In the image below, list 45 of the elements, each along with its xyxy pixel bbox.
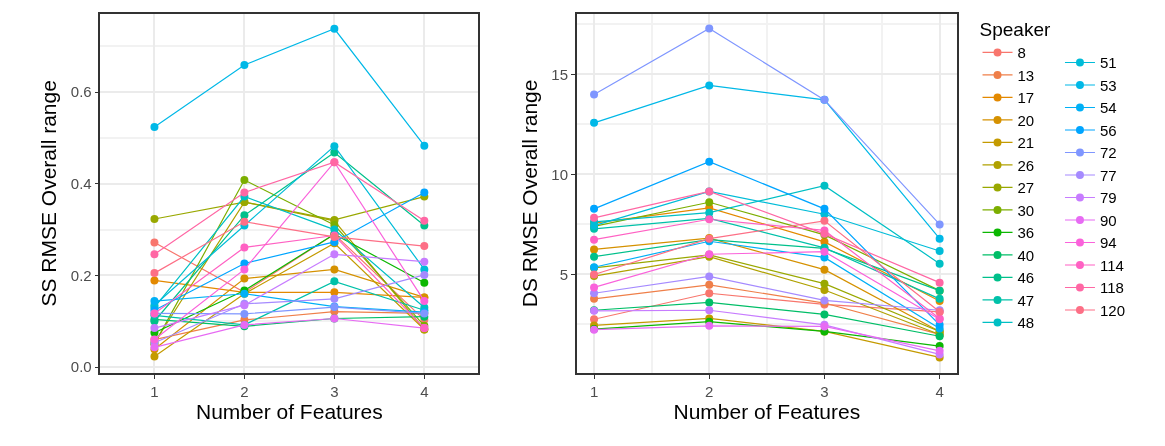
legend-label: 114: [1099, 256, 1124, 274]
x-axis-title: Number of Features: [196, 400, 383, 424]
legend-title: Speaker: [979, 19, 1051, 41]
legend-label: 54: [1099, 99, 1117, 117]
x-axis-title: Number of Features: [673, 400, 861, 424]
x-tick-label: 1: [589, 382, 599, 400]
legend-label: 48: [1017, 314, 1035, 332]
y-tick-label: 0.0: [70, 358, 92, 376]
legend-label: 47: [1017, 291, 1035, 309]
legend-label: 13: [1017, 66, 1035, 84]
x-tick-label: 3: [820, 382, 829, 400]
legend-label: 17: [1017, 89, 1035, 107]
x-tick-label: 3: [330, 382, 339, 400]
y-axis-title: DS RMSE Overall range: [517, 79, 541, 308]
x-tick-label: 4: [935, 382, 944, 400]
y-tick-label: 15: [551, 65, 569, 83]
y-tick-label: 0.6: [70, 83, 92, 101]
legend-label: 36: [1017, 224, 1035, 242]
y-tick-label: 0.4: [70, 174, 92, 192]
x-tick-label: 2: [705, 382, 714, 400]
legend-label: 72: [1099, 144, 1117, 162]
x-tick-label: 1: [150, 382, 159, 400]
legend-label: 94: [1099, 234, 1117, 252]
x-tick-label: 4: [420, 382, 429, 400]
legend-label: 30: [1017, 201, 1035, 219]
y-tick-label: 0.2: [70, 266, 92, 284]
legend-label: 46: [1017, 269, 1035, 287]
legend-label: 56: [1099, 121, 1117, 139]
legend-label: 27: [1017, 179, 1035, 197]
y-tick-label: 10: [551, 165, 569, 183]
legend-label: 20: [1017, 111, 1035, 129]
legend-label: 79: [1099, 189, 1117, 207]
y-axis-title: SS RMSE Overall range: [37, 80, 61, 307]
legend-label: 53: [1099, 76, 1117, 94]
legend-label: 26: [1017, 156, 1035, 174]
legend-label: 77: [1099, 166, 1117, 184]
x-tick-label: 2: [240, 382, 249, 400]
legend-label: 118: [1099, 279, 1124, 297]
legend-label: 40: [1017, 246, 1035, 264]
legend-label: 90: [1099, 211, 1117, 229]
legend-label: 21: [1017, 134, 1035, 152]
legend-label: 8: [1017, 44, 1026, 62]
y-tick-label: 5: [559, 265, 569, 283]
legend-label: 120: [1099, 301, 1125, 319]
legend-label: 51: [1099, 54, 1117, 72]
